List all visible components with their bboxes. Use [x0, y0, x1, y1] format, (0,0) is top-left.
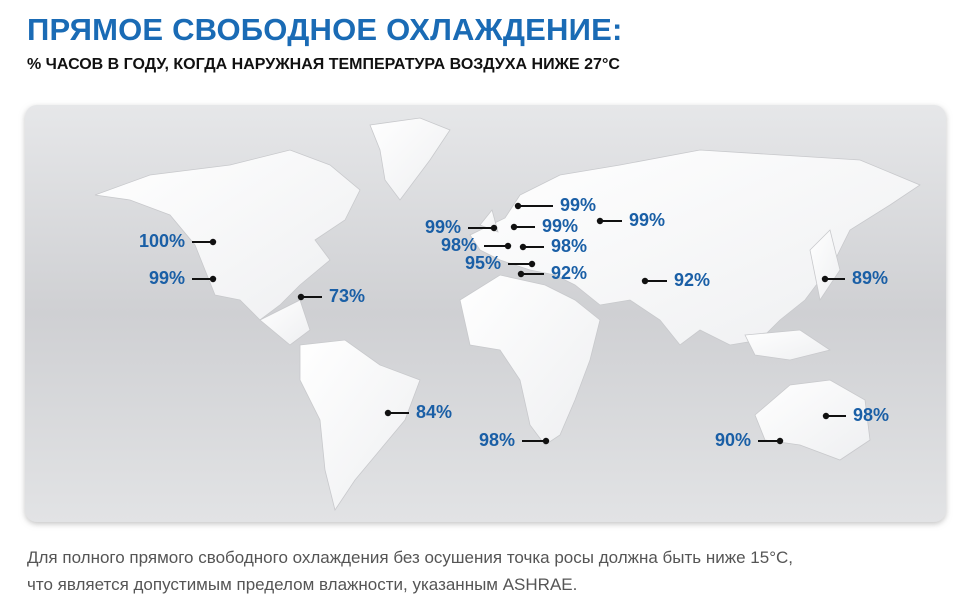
- footnote-line: что является допустимым пределом влажнос…: [27, 575, 578, 594]
- marker-label: 98%: [441, 235, 477, 255]
- marker-label: 84%: [416, 402, 452, 422]
- location-dot: [209, 275, 217, 283]
- marker-label: 89%: [852, 268, 888, 288]
- location-dot: [776, 437, 784, 445]
- marker-label: 90%: [715, 430, 751, 450]
- marker-label: 99%: [560, 195, 596, 215]
- location-dot: [641, 277, 649, 285]
- location-dot: [504, 242, 512, 250]
- location-dot: [542, 437, 550, 445]
- location-dot: [514, 202, 522, 210]
- footnote: Для полного прямого свободного охлаждени…: [27, 544, 793, 598]
- location-dot: [209, 238, 217, 246]
- title: ПРЯМОЕ СВОБОДНОЕ ОХЛАЖДЕНИЕ:: [27, 12, 623, 47]
- marker-label: 98%: [479, 430, 515, 450]
- marker-label: 95%: [465, 253, 501, 273]
- location-dot: [821, 275, 829, 283]
- marker-label: 92%: [674, 270, 710, 290]
- marker-label: 99%: [425, 217, 461, 237]
- location-dot: [490, 224, 498, 232]
- location-dot: [822, 412, 830, 420]
- marker-label: 98%: [551, 236, 587, 256]
- marker-label: 99%: [629, 210, 665, 230]
- marker-label: 92%: [551, 263, 587, 283]
- location-dot: [528, 260, 536, 268]
- marker-label: 73%: [329, 286, 365, 306]
- footnote-line: Для полного прямого свободного охлаждени…: [27, 548, 794, 567]
- marker-label: 100%: [139, 231, 185, 251]
- location-dot: [596, 217, 604, 225]
- marker-label: 99%: [542, 216, 578, 236]
- location-dot: [519, 243, 527, 251]
- subtitle: % ЧАСОВ В ГОДУ, КОГДА НАРУЖНАЯ ТЕМПЕРАТУ…: [27, 56, 620, 73]
- location-dot: [517, 270, 525, 278]
- continents: [94, 117, 921, 511]
- marker-label: 99%: [149, 268, 185, 288]
- location-dot: [384, 409, 392, 417]
- location-dot: [297, 293, 305, 301]
- marker-label: 98%: [853, 405, 889, 425]
- location-dot: [510, 223, 518, 231]
